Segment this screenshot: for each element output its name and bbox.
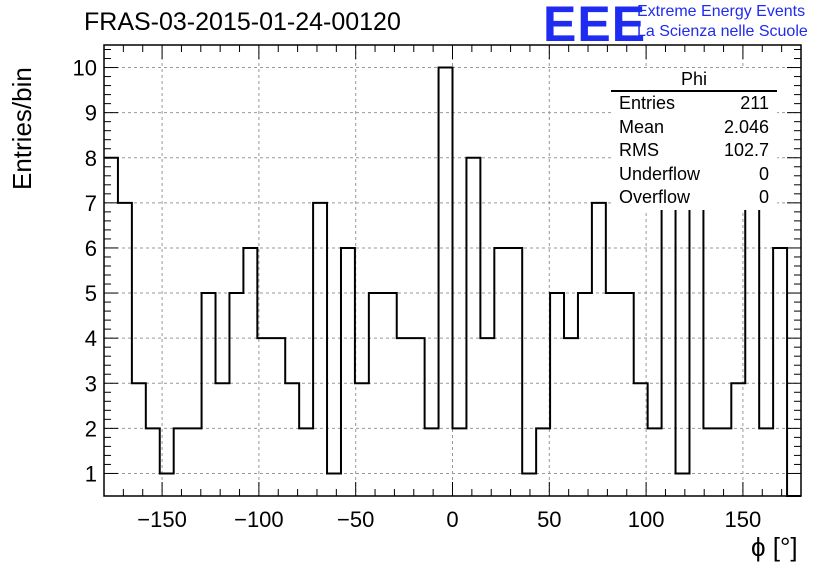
- y-tick-label: 9: [85, 101, 97, 126]
- histogram-bin: [188, 428, 202, 496]
- logo-tagline-2: La Scienza nelle Scuole: [637, 23, 808, 40]
- histogram-bin: [216, 383, 230, 496]
- histogram-bin: [494, 248, 508, 496]
- histogram-bin: [425, 428, 439, 496]
- histogram-bin: [327, 473, 341, 496]
- histogram-bin: [104, 158, 118, 496]
- stats-row-overflow: Overflow 0: [611, 186, 777, 210]
- histogram-bin: [759, 428, 773, 496]
- histogram-bin: [174, 428, 188, 496]
- histogram-bin: [118, 203, 132, 496]
- y-tick-label: 10: [73, 56, 97, 81]
- histogram-bin: [689, 203, 703, 496]
- histogram-bin: [411, 338, 425, 496]
- histogram-bin: [676, 473, 690, 496]
- stats-label: Underflow: [619, 163, 701, 184]
- histogram-bin: [257, 338, 271, 496]
- histogram-bin: [508, 248, 522, 496]
- stats-row-entries: Entries 211: [611, 92, 777, 116]
- x-axis-label: ϕ [°]: [751, 532, 798, 562]
- y-tick-label: 4: [85, 326, 97, 351]
- x-tick-label: 0: [446, 507, 458, 532]
- y-tick-label: 5: [85, 281, 97, 306]
- y-tick-label: 6: [85, 236, 97, 261]
- histogram-bin: [285, 383, 299, 496]
- histogram-bin: [313, 203, 327, 496]
- histogram-bin: [439, 68, 453, 496]
- histogram-bin: [606, 293, 620, 496]
- histogram-bin: [341, 248, 355, 496]
- x-tick-label: 150: [725, 507, 762, 532]
- x-tick-label: 100: [628, 507, 665, 532]
- histogram-bin: [564, 338, 578, 496]
- y-tick-label: 8: [85, 146, 97, 171]
- stats-box: Phi Entries 211 Mean 2.046 RMS 102.7 Und…: [611, 68, 777, 210]
- histogram-bin: [397, 338, 411, 496]
- histogram-bin: [243, 248, 257, 496]
- stats-row-underflow: Underflow 0: [611, 163, 777, 187]
- y-tick-label: 3: [85, 371, 97, 396]
- stats-value: 2.046: [723, 116, 769, 137]
- histogram-bin: [453, 428, 467, 496]
- histogram-bin: [132, 383, 146, 496]
- histogram-bin: [480, 338, 494, 496]
- y-tick-label: 1: [85, 461, 97, 486]
- histogram-bin: [466, 158, 480, 496]
- histogram-bin: [271, 338, 285, 496]
- stats-value: 0: [758, 187, 769, 207]
- stats-row-rms: RMS 102.7: [611, 139, 777, 163]
- logo-tagline-1: Extreme Energy Events: [637, 3, 806, 20]
- histogram-bin: [229, 293, 243, 496]
- stats-label: RMS: [619, 140, 659, 160]
- histogram-bin: [355, 383, 369, 496]
- histogram-bin: [369, 293, 383, 496]
- x-tick-label: −50: [337, 507, 374, 532]
- histogram-bin: [146, 428, 160, 496]
- histogram-bin: [745, 203, 759, 496]
- histogram-bin: [299, 428, 313, 496]
- y-tick-label: 2: [85, 416, 97, 441]
- histogram-bin: [383, 293, 397, 496]
- histogram-bin: [202, 293, 216, 496]
- histogram-bin: [550, 293, 564, 496]
- histogram-bin: [648, 428, 662, 496]
- histogram-bin: [773, 248, 787, 496]
- stats-value: 102.7: [723, 140, 769, 160]
- x-tick-label: −100: [234, 507, 284, 532]
- histogram-bin: [717, 428, 731, 496]
- y-tick-label: 7: [85, 191, 97, 216]
- x-tick-label: −150: [137, 507, 187, 532]
- chart-title: FRAS-03-2015-01-24-00120: [84, 8, 401, 36]
- stats-value: 0: [758, 163, 769, 184]
- histogram-bin: [578, 293, 592, 496]
- histogram-outline: [104, 66, 801, 497]
- histogram-bin: [592, 203, 606, 496]
- stats-title: Phi: [611, 68, 777, 92]
- eee-logo: EEE: [543, 0, 647, 52]
- histogram-bin: [536, 428, 550, 496]
- histogram-bin: [522, 473, 536, 496]
- histogram-bin: [620, 293, 634, 496]
- y-axis-label: Entries/bin: [7, 67, 37, 190]
- histogram-bin: [703, 428, 717, 496]
- stats-label: Entries: [619, 93, 676, 113]
- x-tick-label: 50: [537, 507, 561, 532]
- stats-row-mean: Mean 2.046: [611, 116, 777, 140]
- stats-label: Overflow: [619, 187, 691, 207]
- stats-value: 211: [740, 93, 769, 113]
- stats-label: Mean: [619, 116, 665, 137]
- histogram-bin: [634, 383, 648, 496]
